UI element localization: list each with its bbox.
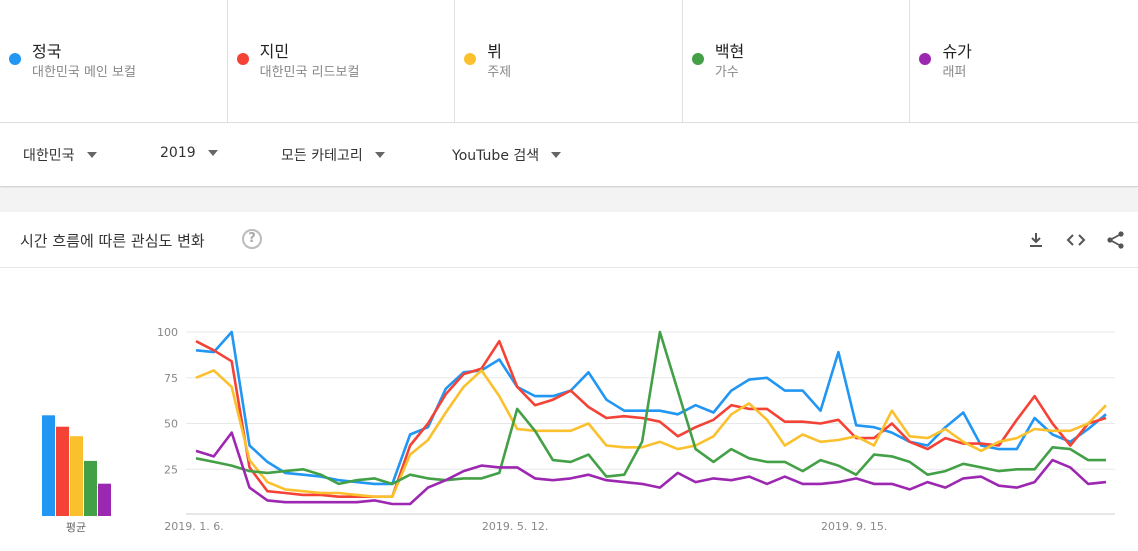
series-line bbox=[195, 369, 1107, 498]
card-title: 시간 흐름에 따른 관심도 변화 bbox=[20, 232, 205, 250]
series-color-dot bbox=[236, 53, 249, 65]
term-description: 주제 bbox=[487, 65, 512, 80]
term-name: 슈가 bbox=[942, 42, 972, 61]
share-icon[interactable] bbox=[1104, 228, 1128, 252]
term-name: 뷔 bbox=[487, 42, 502, 61]
period-dropdown[interactable]: 2019 bbox=[160, 145, 218, 161]
series-lines bbox=[195, 330, 1107, 506]
average-label: 평균 bbox=[66, 521, 86, 534]
series-line bbox=[195, 339, 1107, 498]
term-card-2[interactable]: 뷔 주제 bbox=[455, 0, 683, 123]
y-tick-label: 75 bbox=[164, 372, 178, 385]
help-icon[interactable]: ? bbox=[242, 229, 262, 249]
average-bar bbox=[42, 415, 55, 516]
series-color-dot bbox=[464, 53, 477, 65]
term-card-3[interactable]: 백현 가수 bbox=[683, 0, 911, 123]
region-label: 대한민국 bbox=[23, 148, 75, 164]
term-description: 대한민국 메인 보컬 bbox=[32, 65, 136, 80]
average-bar bbox=[98, 483, 111, 516]
embed-code-icon[interactable] bbox=[1064, 228, 1088, 252]
card-header: 시간 흐름에 따른 관심도 변화 ? bbox=[0, 212, 1138, 268]
y-tick-label: 50 bbox=[164, 418, 178, 431]
term-card-0[interactable]: 정국 대한민국 메인 보컬 bbox=[0, 0, 228, 123]
series-color-dot bbox=[9, 53, 21, 65]
caret-down-icon bbox=[207, 150, 218, 156]
y-tick-label: 100 bbox=[157, 326, 178, 339]
x-tick-label: 2019. 5. 12. bbox=[482, 520, 548, 533]
average-bar bbox=[70, 436, 83, 516]
series-line bbox=[195, 330, 1107, 486]
period-label: 2019 bbox=[160, 145, 196, 161]
filter-bar: 대한민국 2019 모든 카테고리 YouTube 검색 bbox=[0, 123, 1138, 187]
search-type-label: YouTube 검색 bbox=[452, 148, 540, 164]
series-color-dot bbox=[691, 53, 704, 65]
category-label: 모든 카테고리 bbox=[281, 148, 363, 164]
caret-down-icon bbox=[86, 152, 97, 158]
section-divider bbox=[0, 188, 1138, 212]
average-bars bbox=[42, 415, 111, 516]
average-bar bbox=[84, 460, 97, 516]
series-line bbox=[195, 330, 1106, 486]
term-description: 대한민국 리드보컬 bbox=[259, 65, 360, 80]
caret-down-icon bbox=[551, 152, 562, 158]
series-line bbox=[195, 431, 1107, 506]
term-card-1[interactable]: 지민 대한민국 리드보컬 bbox=[228, 0, 456, 123]
compare-terms-bar: 정국 대한민국 메인 보컬 지민 대한민국 리드보컬 뷔 주제 백현 가수 슈가… bbox=[0, 0, 1138, 123]
card-actions bbox=[1024, 228, 1128, 252]
search-type-dropdown[interactable]: YouTube 검색 bbox=[452, 145, 562, 165]
region-dropdown[interactable]: 대한민국 bbox=[23, 145, 97, 165]
term-description: 래퍼 bbox=[942, 65, 967, 80]
term-name: 정국 bbox=[32, 42, 62, 61]
interest-over-time-card: 시간 흐름에 따른 관심도 변화 ? 평균 100 75 50 25 2019. 1.… bbox=[0, 212, 1138, 551]
average-bar bbox=[56, 426, 69, 516]
term-description: 가수 bbox=[714, 65, 739, 80]
download-icon[interactable] bbox=[1024, 228, 1048, 252]
y-tick-label: 25 bbox=[164, 463, 178, 476]
x-tick-labels: 2019. 1. 6. 2019. 5. 12. 2019. 9. 15. bbox=[164, 520, 887, 533]
y-gridlines bbox=[186, 331, 1115, 515]
term-name: 지민 bbox=[259, 42, 290, 61]
caret-down-icon bbox=[374, 152, 385, 158]
series-color-dot bbox=[919, 53, 932, 65]
term-name: 백현 bbox=[714, 42, 745, 61]
term-card-4[interactable]: 슈가 래퍼 bbox=[910, 0, 1138, 123]
x-tick-label: 2019. 1. 6. bbox=[164, 520, 223, 533]
category-dropdown[interactable]: 모든 카테고리 bbox=[281, 145, 385, 165]
x-tick-label: 2019. 9. 15. bbox=[821, 520, 887, 533]
y-tick-labels: 100 75 50 25 bbox=[157, 326, 178, 476]
